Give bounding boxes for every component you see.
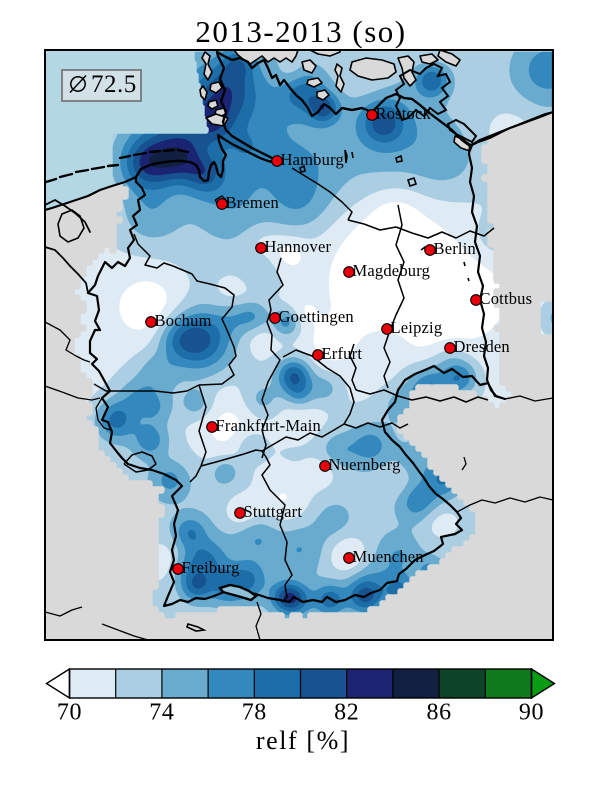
svg-text:Rostock: Rostock xyxy=(376,104,432,123)
svg-text:86: 86 xyxy=(426,700,451,726)
svg-text:Muenchen: Muenchen xyxy=(353,547,424,566)
svg-text:Erfurt: Erfurt xyxy=(322,344,363,363)
svg-text:Hamburg: Hamburg xyxy=(281,150,344,169)
svg-text:78: 78 xyxy=(242,700,267,726)
svg-text:Berlin: Berlin xyxy=(434,239,476,258)
svg-text:72.5: 72.5 xyxy=(91,71,137,98)
svg-text:74: 74 xyxy=(149,700,174,726)
svg-text:Cottbus: Cottbus xyxy=(480,289,533,308)
svg-text:Dresden: Dresden xyxy=(454,337,510,356)
svg-text:82: 82 xyxy=(334,700,359,726)
svg-text:Stuttgart: Stuttgart xyxy=(244,502,303,521)
svg-text:Bochum: Bochum xyxy=(155,311,212,330)
svg-text:2013-2013 (so): 2013-2013 (so) xyxy=(195,14,406,49)
svg-text:Goettingen: Goettingen xyxy=(279,307,354,326)
svg-text:Bremen: Bremen xyxy=(226,193,279,212)
svg-text:Magdeburg: Magdeburg xyxy=(353,261,431,280)
svg-text:Nuernberg: Nuernberg xyxy=(329,455,401,474)
svg-text:Freiburg: Freiburg xyxy=(182,558,240,577)
svg-text:90: 90 xyxy=(519,700,544,726)
svg-text:Hannover: Hannover xyxy=(265,237,332,256)
svg-text:70: 70 xyxy=(57,700,82,726)
svg-text:Frankfurt-Main: Frankfurt-Main xyxy=(216,416,321,435)
svg-text:relf [%]: relf [%] xyxy=(256,726,350,755)
svg-text:Leipzig: Leipzig xyxy=(391,318,443,337)
